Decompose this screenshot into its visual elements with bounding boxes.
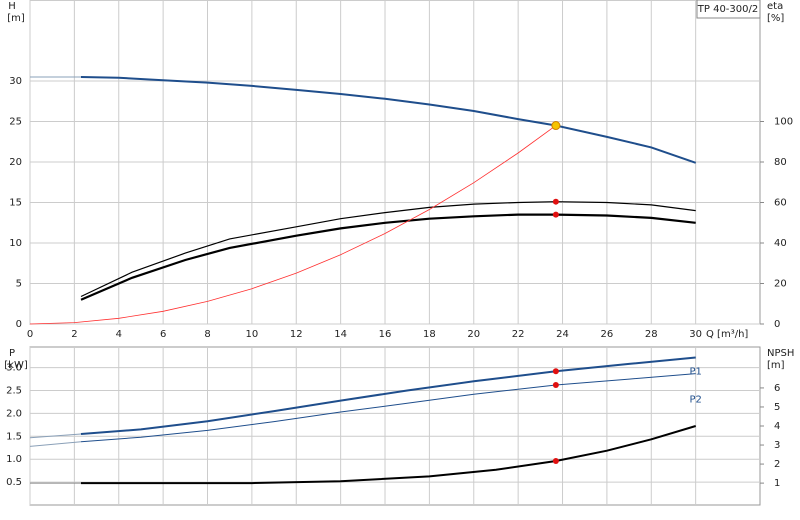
operating-point (552, 368, 559, 375)
y2-tick-label: 100 (774, 117, 793, 128)
y-tick-label: 25 (9, 117, 22, 128)
x-tick-label: 30 (689, 329, 702, 340)
y2-tick-label: 60 (774, 198, 787, 209)
series-label: P1 (689, 367, 701, 378)
x-tick-label: 22 (512, 329, 525, 340)
curve (80, 373, 696, 443)
x-tick-label: 16 (379, 329, 392, 340)
x-tick-label: 26 (601, 329, 614, 340)
operating-point (552, 382, 559, 389)
curve (29, 441, 82, 447)
y2-tick-label: 6 (774, 383, 780, 394)
y2-tick-label: 0 (774, 319, 780, 330)
x-tick-label: 0 (27, 329, 33, 340)
y2-tick-label: 80 (774, 157, 787, 168)
y-tick-label: 30 (9, 76, 22, 87)
y-tick-label: 2.5 (6, 386, 22, 397)
operating-point (552, 458, 559, 465)
curve (80, 201, 696, 298)
y-axis-label: P (9, 348, 15, 359)
curve (80, 76, 697, 164)
x-tick-label: 2 (71, 329, 77, 340)
y-tick-label: 0.5 (6, 477, 22, 488)
y2-tick-label: 3 (774, 440, 780, 451)
curve (29, 433, 82, 439)
y-axis-unit: [m] (7, 13, 25, 24)
chart-title: TP 40-300/2 (697, 4, 758, 15)
x-tick-label: 10 (246, 329, 259, 340)
x-tick-label: 28 (645, 329, 658, 340)
x-tick-label: 18 (423, 329, 436, 340)
y-tick-label: 2.0 (6, 408, 22, 419)
x-tick-label: 14 (334, 329, 347, 340)
x-tick-label: 4 (116, 329, 122, 340)
x-tick-label: 8 (204, 329, 210, 340)
y2-tick-label: 40 (774, 238, 787, 249)
y-tick-label: 5 (16, 279, 22, 290)
x-tick-label: 12 (290, 329, 303, 340)
y-axis-unit: [kW] (4, 360, 28, 371)
operating-point (552, 211, 559, 218)
y-tick-label: 1.5 (6, 431, 22, 442)
y2-axis-unit: [m] (767, 360, 785, 371)
y2-axis-label: eta (767, 1, 783, 12)
y-tick-label: 20 (9, 157, 22, 168)
curve (80, 356, 696, 435)
y2-tick-label: 2 (774, 459, 780, 470)
operating-point (551, 121, 561, 131)
series-label: P2 (689, 395, 701, 406)
y-axis-label: H (8, 1, 16, 12)
curve (81, 425, 696, 485)
y2-tick-label: 1 (774, 478, 780, 489)
y-tick-label: 3.0 (6, 363, 22, 374)
y-tick-label: 15 (9, 198, 22, 209)
curve (29, 125, 557, 325)
y2-axis-unit: [%] (767, 13, 784, 24)
y2-tick-label: 5 (774, 402, 780, 413)
y-tick-label: 0 (16, 319, 22, 330)
curve (80, 213, 696, 301)
title-box (696, 0, 761, 19)
plot-frame (29, 346, 761, 506)
y-tick-label: 10 (9, 238, 22, 249)
x-axis-label: Q [m³/h] (706, 329, 748, 340)
operating-point (552, 198, 559, 205)
x-tick-label: 20 (467, 329, 480, 340)
y-tick-label: 1.0 (6, 454, 22, 465)
x-tick-label: 24 (556, 329, 569, 340)
y2-tick-label: 4 (774, 421, 780, 432)
y2-axis-label: NPSH (767, 348, 794, 359)
y2-tick-label: 20 (774, 279, 787, 290)
x-tick-label: 6 (160, 329, 166, 340)
